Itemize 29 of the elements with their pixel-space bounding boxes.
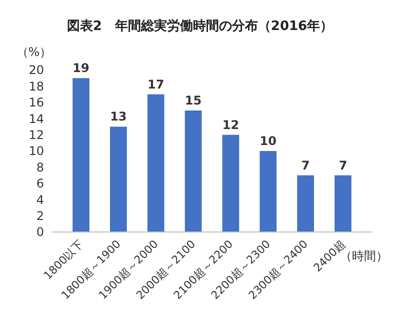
data-label: 7 [301, 158, 310, 172]
data-label: 7 [338, 158, 348, 172]
bar [147, 94, 164, 232]
y-tick-label: 12 [28, 128, 44, 142]
bar [297, 175, 314, 232]
bar [334, 175, 352, 232]
data-label: 19 [72, 61, 90, 76]
bar [72, 78, 90, 232]
y-tick-label: 10 [28, 144, 44, 158]
y-tick-label: 16 [28, 96, 44, 110]
data-label: 10 [260, 134, 276, 148]
y-tick-label: 6 [36, 176, 44, 191]
data-label: 15 [184, 94, 202, 108]
y-tick-label: 8 [36, 160, 44, 174]
data-label: 17 [148, 77, 164, 92]
y-axis-title: （%） [16, 45, 52, 59]
bar [260, 151, 277, 232]
bar [222, 134, 240, 232]
chart-title: 図表2 年間総実労働時間の分布（2016年） [66, 18, 334, 34]
data-label: 12 [222, 118, 240, 132]
bar [110, 126, 127, 232]
y-tick-label: 2 [36, 209, 44, 223]
y-tick-label: 0 [36, 225, 44, 240]
y-tick-label: 14 [28, 112, 44, 126]
y-tick-label: 18 [28, 79, 44, 94]
y-tick-label: 20 [28, 63, 44, 78]
y-tick-label: 4 [36, 192, 44, 207]
data-label: 13 [110, 110, 127, 124]
bar [184, 110, 202, 232]
